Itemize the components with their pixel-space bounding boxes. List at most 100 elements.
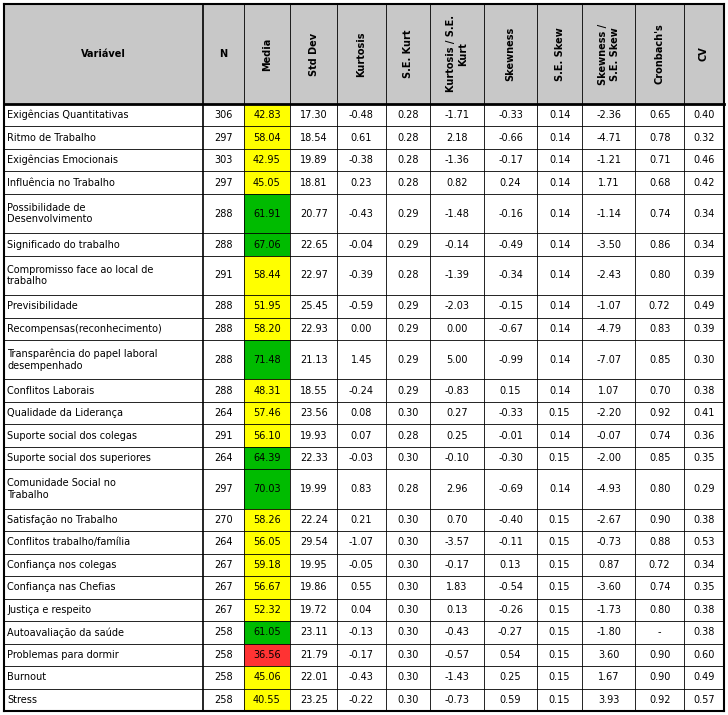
- Text: 0.30: 0.30: [397, 453, 419, 463]
- Text: 0.85: 0.85: [649, 453, 670, 463]
- Text: -0.27: -0.27: [498, 627, 523, 637]
- Text: 48.31: 48.31: [253, 385, 281, 395]
- Text: 258: 258: [214, 650, 233, 660]
- Text: 42.95: 42.95: [253, 155, 281, 165]
- Text: -0.17: -0.17: [445, 560, 470, 570]
- Text: 0.90: 0.90: [649, 650, 670, 660]
- Text: 0.30: 0.30: [397, 560, 419, 570]
- Text: 264: 264: [214, 453, 233, 463]
- Bar: [4, 469, 724, 508]
- Text: -0.40: -0.40: [498, 515, 523, 525]
- Text: 25.45: 25.45: [300, 301, 328, 311]
- Text: 0.90: 0.90: [649, 672, 670, 682]
- Text: 0.28: 0.28: [397, 178, 419, 187]
- Text: Suporte social dos superiores: Suporte social dos superiores: [7, 453, 151, 463]
- Text: 0.78: 0.78: [649, 133, 670, 143]
- Text: 0.92: 0.92: [649, 695, 670, 705]
- Text: 0.30: 0.30: [397, 672, 419, 682]
- Text: -1.71: -1.71: [445, 110, 470, 120]
- Bar: [4, 402, 724, 425]
- Text: 0.38: 0.38: [693, 605, 715, 615]
- Text: 288: 288: [214, 209, 233, 219]
- Text: -0.22: -0.22: [349, 695, 374, 705]
- Text: 0.74: 0.74: [649, 582, 670, 592]
- Text: Problemas para dormir: Problemas para dormir: [7, 650, 119, 660]
- Text: 0.83: 0.83: [649, 324, 670, 334]
- Text: 0.49: 0.49: [693, 672, 715, 682]
- Text: 0.08: 0.08: [351, 408, 372, 418]
- Bar: [243, 621, 290, 644]
- Bar: [243, 508, 290, 531]
- Bar: [243, 233, 290, 256]
- Text: -0.16: -0.16: [498, 209, 523, 219]
- Bar: [4, 149, 724, 172]
- Text: 56.05: 56.05: [253, 538, 281, 548]
- Text: 0.35: 0.35: [693, 453, 715, 463]
- Bar: [243, 425, 290, 447]
- Text: 267: 267: [214, 582, 233, 592]
- Text: 0.15: 0.15: [549, 408, 570, 418]
- Text: 0.38: 0.38: [693, 515, 715, 525]
- Text: 297: 297: [214, 133, 233, 143]
- Bar: [243, 380, 290, 402]
- Text: 0.15: 0.15: [549, 695, 570, 705]
- Text: 0.54: 0.54: [500, 650, 521, 660]
- Bar: [4, 256, 724, 295]
- Text: 0.59: 0.59: [500, 695, 521, 705]
- Text: -0.83: -0.83: [445, 385, 470, 395]
- Text: -1.21: -1.21: [596, 155, 621, 165]
- Text: 56.10: 56.10: [253, 430, 281, 440]
- Text: Kurtosis / S.E.
Kurt: Kurtosis / S.E. Kurt: [446, 16, 468, 92]
- Text: -0.14: -0.14: [445, 240, 470, 250]
- Text: 291: 291: [214, 430, 233, 440]
- Text: 0.83: 0.83: [351, 484, 372, 494]
- Text: 51.95: 51.95: [253, 301, 281, 311]
- Text: 0.39: 0.39: [693, 324, 715, 334]
- Text: -4.79: -4.79: [596, 324, 621, 334]
- Text: -0.59: -0.59: [349, 301, 374, 311]
- Text: 29.54: 29.54: [300, 538, 328, 548]
- Text: -3.60: -3.60: [596, 582, 621, 592]
- Text: Compromisso face ao local de
trabalho: Compromisso face ao local de trabalho: [7, 265, 154, 286]
- Text: 0.29: 0.29: [397, 240, 419, 250]
- Text: 1.67: 1.67: [598, 672, 620, 682]
- Bar: [243, 127, 290, 149]
- Text: 0.14: 0.14: [549, 324, 570, 334]
- Text: 0.14: 0.14: [549, 133, 570, 143]
- Text: 64.39: 64.39: [253, 453, 281, 463]
- Text: 297: 297: [214, 178, 233, 187]
- Text: 0.28: 0.28: [397, 430, 419, 440]
- Text: Recompensas(reconhecimento): Recompensas(reconhecimento): [7, 324, 162, 334]
- Bar: [243, 666, 290, 689]
- Text: 0.55: 0.55: [351, 582, 372, 592]
- Text: -0.34: -0.34: [498, 270, 523, 280]
- Text: 264: 264: [214, 408, 233, 418]
- Bar: [243, 194, 290, 233]
- Bar: [4, 689, 724, 711]
- Text: -0.10: -0.10: [445, 453, 470, 463]
- Text: 0.72: 0.72: [649, 560, 670, 570]
- Bar: [4, 508, 724, 531]
- Text: -1.07: -1.07: [596, 301, 621, 311]
- Text: 0.36: 0.36: [693, 430, 715, 440]
- Text: 22.01: 22.01: [300, 672, 328, 682]
- Text: 22.24: 22.24: [300, 515, 328, 525]
- Text: 0.30: 0.30: [397, 695, 419, 705]
- Text: 70.03: 70.03: [253, 484, 281, 494]
- Bar: [4, 531, 724, 553]
- Text: 71.48: 71.48: [253, 355, 281, 365]
- Text: S.E. Skew: S.E. Skew: [555, 27, 565, 81]
- Text: 56.67: 56.67: [253, 582, 281, 592]
- Bar: [243, 340, 290, 380]
- Text: 18.55: 18.55: [300, 385, 328, 395]
- Text: Comunidade Social no
Trabalho: Comunidade Social no Trabalho: [7, 478, 116, 500]
- Text: Autoavaliação da saúde: Autoavaliação da saúde: [7, 627, 124, 638]
- Text: -0.17: -0.17: [349, 650, 374, 660]
- Text: -4.71: -4.71: [596, 133, 621, 143]
- Text: -: -: [658, 627, 662, 637]
- Text: 19.93: 19.93: [300, 430, 328, 440]
- Bar: [243, 531, 290, 553]
- Text: 0.82: 0.82: [446, 178, 467, 187]
- Text: -0.07: -0.07: [596, 430, 621, 440]
- Text: Exigências Emocionais: Exigências Emocionais: [7, 155, 118, 165]
